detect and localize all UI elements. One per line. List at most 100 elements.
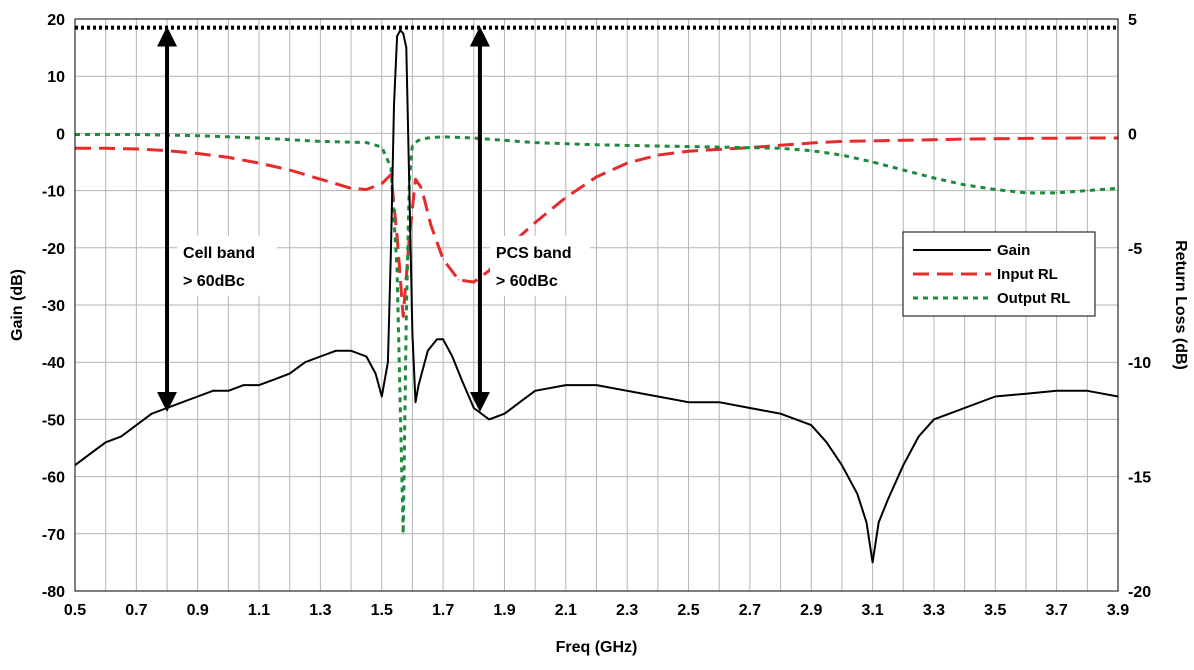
data-point [902, 464, 904, 466]
y-axis-title: Gain (dB) [9, 269, 26, 341]
data-point [519, 401, 521, 403]
data-point [718, 146, 720, 148]
y-tick-label: -80 [42, 584, 65, 601]
data-point [780, 413, 782, 415]
data-point [243, 384, 245, 386]
data-point [289, 373, 291, 375]
x-tick-label: 3.1 [861, 602, 883, 619]
x-tick-label: 2.5 [677, 602, 699, 619]
data-point [414, 401, 417, 403]
data-point [994, 188, 996, 191]
legend: Gain Input RL Output RL [902, 231, 1096, 317]
data-point [197, 152, 199, 155]
plot-frame [74, 18, 1119, 592]
y-tick-label: -30 [42, 298, 65, 315]
annotation-label: PCS band [496, 245, 572, 262]
data-point [948, 413, 950, 415]
y-tick-label: 10 [47, 69, 65, 86]
data-point [393, 104, 395, 106]
data-point [442, 258, 444, 260]
data-point [273, 378, 275, 380]
data-point [687, 150, 690, 152]
data-point [1056, 390, 1058, 392]
data-point [402, 533, 404, 535]
data-point [402, 315, 404, 317]
data-point [350, 187, 352, 189]
legend-label: Gain [997, 242, 1030, 259]
data-point [687, 401, 690, 403]
x-tick-label: 3.3 [923, 602, 945, 619]
data-point [421, 187, 423, 189]
data-point [197, 135, 199, 137]
data-point [227, 390, 229, 392]
y-tick-label: -20 [42, 241, 65, 258]
data-point [365, 355, 367, 358]
annotation-label: > 60dBc [496, 273, 558, 290]
data-point [473, 281, 475, 283]
data-point [964, 407, 966, 409]
data-point [427, 137, 429, 139]
data-point [418, 384, 420, 386]
data-point [212, 390, 214, 392]
data-point [565, 196, 567, 199]
data-point [964, 184, 966, 186]
data-point [451, 355, 453, 358]
data-point [258, 384, 260, 386]
y2-tick-label: 5 [1128, 12, 1137, 29]
data-point [1086, 390, 1088, 392]
y2-tick-label: -15 [1128, 470, 1151, 487]
data-point [135, 424, 137, 426]
y2-axis-title: Return Loss (dB) [1172, 240, 1189, 370]
data-point [595, 384, 598, 386]
data-point [810, 424, 812, 426]
data-point [841, 154, 843, 156]
annotations: Cell band > 60dBc PCS band > 60dBc [157, 26, 590, 412]
data-point [933, 177, 935, 179]
data-point [442, 136, 444, 138]
x-tick-label: 3.9 [1107, 602, 1129, 619]
data-point [319, 140, 321, 142]
series-input-rl [75, 136, 1118, 318]
data-point [626, 390, 628, 392]
data-point [390, 247, 392, 249]
y-tick-label: -40 [42, 355, 65, 372]
data-point [414, 178, 417, 180]
data-point [473, 137, 475, 139]
data-point [872, 561, 874, 564]
x-tick-label: 1.7 [432, 602, 454, 619]
data-point [227, 156, 229, 158]
data-point [381, 146, 383, 148]
data-point [418, 139, 420, 141]
data-point [381, 395, 383, 398]
data-point [887, 498, 889, 501]
data-point [473, 407, 475, 409]
data-point [405, 315, 407, 317]
data-point [396, 235, 398, 237]
y-tick-label: 20 [47, 12, 65, 29]
data-point [534, 222, 536, 224]
data-point [488, 270, 490, 272]
data-point [534, 142, 536, 144]
data-point [718, 148, 720, 150]
data-point [878, 521, 880, 524]
annotation-box [177, 235, 278, 296]
data-point [994, 395, 996, 398]
data-point [565, 384, 567, 386]
data-point [396, 270, 398, 272]
x-tick-label: 1.9 [493, 602, 515, 619]
y-tick-label: -10 [42, 184, 65, 201]
y-tick-label: -50 [42, 412, 65, 429]
data-point [488, 418, 490, 420]
data-point [810, 150, 812, 152]
x-tick-label: 1.1 [248, 602, 270, 619]
data-point [390, 167, 392, 169]
annotation-label: Cell band [183, 245, 255, 262]
y-tick-label: -60 [42, 470, 65, 487]
x-tick-label: 2.3 [616, 602, 638, 619]
data-point [365, 142, 367, 144]
x-tick-label: 0.9 [187, 602, 209, 619]
data-point [319, 178, 321, 180]
data-point [503, 139, 506, 141]
x-tick-label: 1.5 [371, 602, 393, 619]
